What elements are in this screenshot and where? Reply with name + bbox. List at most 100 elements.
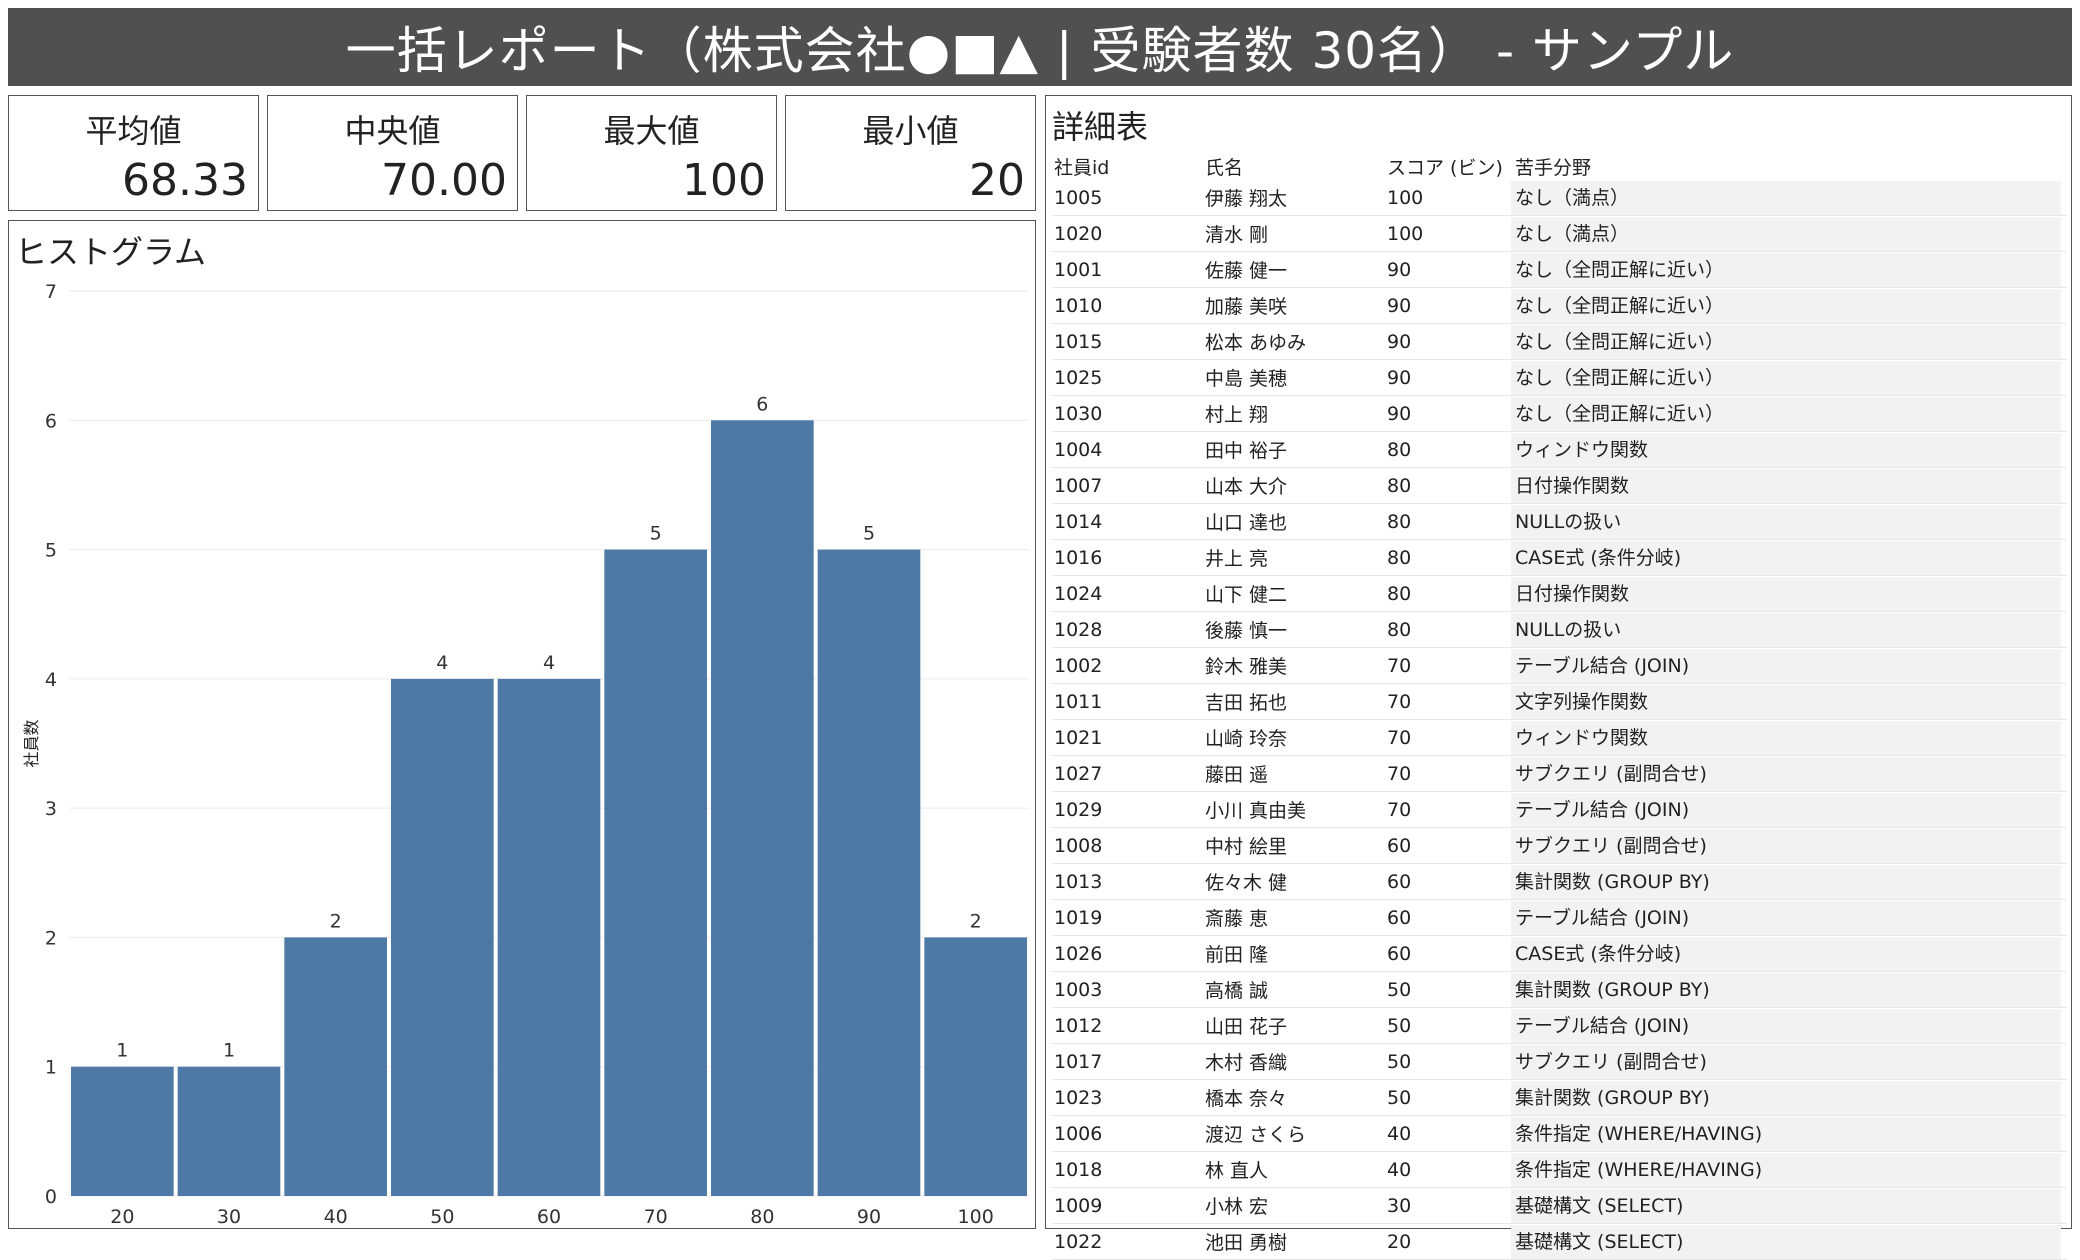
- cell-name: 清水 剛: [1205, 224, 1269, 246]
- cell-weak-area: なし（全問正解に近い）: [1511, 396, 2061, 431]
- cell-name: 田中 裕子: [1205, 440, 1288, 462]
- histogram-bar: [711, 420, 814, 1196]
- cell-weak-area: サブクエリ (副問合せ): [1511, 1044, 2061, 1079]
- cell-score-bin: 50: [1387, 978, 1412, 1001]
- cell-weak-area: CASE式 (条件分岐): [1511, 540, 2061, 575]
- cell-weak-area: 日付操作関数: [1511, 576, 2061, 611]
- cell-score-bin: 80: [1387, 510, 1412, 533]
- kpi-min-card: 最小値 20: [785, 95, 1036, 211]
- col-header-score-bin: スコア (ビン): [1387, 157, 1503, 179]
- cell-score-bin: 40: [1387, 1122, 1412, 1145]
- x-tick-label: 60: [537, 1206, 561, 1228]
- bar-value-label: 2: [330, 910, 342, 932]
- cell-employee-id: 1013: [1054, 870, 1103, 893]
- detail-table: 社員id 氏名 スコア (ビン) 苦手分野 1005 伊藤 翔太 100 なし（満点）…: [1052, 152, 2067, 1260]
- histogram-bar: [177, 1066, 281, 1196]
- cell-score-bin: 90: [1387, 366, 1412, 389]
- cell-employee-id: 1021: [1054, 726, 1103, 749]
- cell-weak-area: 集計関数 (GROUP BY): [1511, 1080, 2061, 1115]
- detail-panel: 詳細表 社員id 氏名 スコア (ビン) 苦手分野 1005 伊藤 翔太 100 なし…: [1045, 95, 2072, 1260]
- cell-employee-id: 1020: [1054, 222, 1103, 245]
- cell-name: 林 直人: [1205, 1160, 1269, 1182]
- table-row: 1004 田中 裕子 80 ウィンドウ関数: [1052, 432, 2067, 468]
- cell-score-bin: 50: [1387, 1014, 1412, 1037]
- table-row: 1003 高橋 誠 50 集計関数 (GROUP BY): [1052, 972, 2067, 1008]
- table-row: 1006 渡辺 さくら 40 条件指定 (WHERE/HAVING): [1052, 1116, 2067, 1152]
- kpi-max-label: 最大値: [603, 112, 700, 150]
- cell-employee-id: 1018: [1054, 1158, 1103, 1181]
- cell-name: 加藤 美咲: [1205, 296, 1288, 318]
- cell-weak-area: ウィンドウ関数: [1511, 432, 2061, 467]
- cell-score-bin: 40: [1387, 1158, 1412, 1181]
- cell-employee-id: 1024: [1054, 582, 1103, 605]
- cell-score-bin: 80: [1387, 438, 1412, 461]
- cell-name: 松本 あゆみ: [1205, 332, 1307, 354]
- cell-weak-area: テーブル結合 (JOIN): [1511, 648, 2061, 683]
- cell-weak-area: 文字列操作関数: [1511, 684, 2061, 719]
- bar-value-label: 2: [970, 910, 982, 932]
- cell-score-bin: 60: [1387, 834, 1412, 857]
- cell-name: 井上 亮: [1205, 548, 1269, 570]
- cell-name: 山本 大介: [1205, 476, 1288, 498]
- cell-score-bin: 60: [1387, 942, 1412, 965]
- cell-name: 小川 真由美: [1205, 800, 1307, 822]
- cell-score-bin: 70: [1387, 726, 1412, 749]
- cell-name: 山崎 玲奈: [1205, 728, 1288, 750]
- cell-weak-area: サブクエリ (副問合せ): [1511, 828, 2061, 863]
- cell-weak-area: 基礎構文 (SELECT): [1511, 1188, 2061, 1223]
- cell-employee-id: 1016: [1054, 546, 1103, 569]
- x-tick-label: 40: [324, 1206, 348, 1228]
- y-tick-label: 4: [45, 669, 57, 691]
- cell-employee-id: 1011: [1054, 690, 1103, 713]
- table-row: 1024 山下 健二 80 日付操作関数: [1052, 576, 2067, 612]
- cell-name: 伊藤 翔太: [1205, 188, 1288, 210]
- cell-employee-id: 1006: [1054, 1122, 1103, 1145]
- histogram-title: ヒストグラム: [15, 233, 207, 271]
- bar-value-label: 1: [223, 1040, 235, 1062]
- cell-name: 前田 隆: [1205, 944, 1269, 966]
- cell-employee-id: 1014: [1054, 510, 1103, 533]
- kpi-max-card: 最大値 100: [526, 95, 777, 211]
- cell-weak-area: なし（満点）: [1511, 180, 2061, 215]
- table-row: 1027 藤田 遥 70 サブクエリ (副問合せ): [1052, 756, 2067, 792]
- detail-title: 詳細表: [1052, 108, 1149, 146]
- table-row: 1005 伊藤 翔太 100 なし（満点）: [1052, 180, 2067, 216]
- cell-score-bin: 80: [1387, 618, 1412, 641]
- table-row: 1001 佐藤 健一 90 なし（全問正解に近い）: [1052, 252, 2067, 288]
- cell-name: 山口 達也: [1205, 512, 1288, 534]
- cell-employee-id: 1002: [1054, 654, 1103, 677]
- kpi-median-card: 中央値 70.00: [267, 95, 518, 211]
- histogram-bar: [71, 1066, 174, 1196]
- cell-employee-id: 1017: [1054, 1050, 1103, 1073]
- cell-name: 藤田 遥: [1205, 764, 1269, 786]
- cell-employee-id: 1028: [1054, 618, 1103, 641]
- cell-weak-area: なし（全問正解に近い）: [1511, 288, 2061, 323]
- y-tick-label: 5: [45, 540, 57, 562]
- cell-name: 村上 翔: [1205, 404, 1269, 426]
- cell-weak-area: テーブル結合 (JOIN): [1511, 900, 2061, 935]
- cell-employee-id: 1022: [1054, 1230, 1103, 1253]
- cell-weak-area: なし（全問正解に近い）: [1511, 324, 2061, 359]
- y-tick-label: 0: [45, 1186, 57, 1208]
- cell-name: 池田 勇樹: [1205, 1232, 1288, 1254]
- report-title: 一括レポート（株式会社●■▲ | 受験者数 30名） - サンプル: [8, 8, 2072, 86]
- kpi-median-value: 70.00: [381, 155, 507, 206]
- cell-employee-id: 1001: [1054, 258, 1103, 281]
- table-row: 1015 松本 あゆみ 90 なし（全問正解に近い）: [1052, 324, 2067, 360]
- table-row: 1013 佐々木 健 60 集計関数 (GROUP BY): [1052, 864, 2067, 900]
- table-row: 1014 山口 達也 80 NULLの扱い: [1052, 504, 2067, 540]
- col-header-name: 氏名: [1205, 157, 1244, 179]
- cell-score-bin: 70: [1387, 654, 1412, 677]
- cell-score-bin: 20: [1387, 1230, 1412, 1253]
- cell-weak-area: 基礎構文 (SELECT): [1511, 1224, 2061, 1259]
- y-tick-label: 7: [45, 281, 57, 303]
- table-row: 1025 中島 美穂 90 なし（全問正解に近い）: [1052, 360, 2067, 396]
- kpi-max-value: 100: [682, 155, 766, 206]
- histogram-bar: [391, 678, 494, 1196]
- table-row: 1008 中村 絵里 60 サブクエリ (副問合せ): [1052, 828, 2067, 864]
- table-row: 1010 加藤 美咲 90 なし（全問正解に近い）: [1052, 288, 2067, 324]
- cell-employee-id: 1007: [1054, 474, 1103, 497]
- cell-name: 小林 宏: [1205, 1196, 1269, 1218]
- cell-weak-area: テーブル結合 (JOIN): [1511, 1008, 2061, 1043]
